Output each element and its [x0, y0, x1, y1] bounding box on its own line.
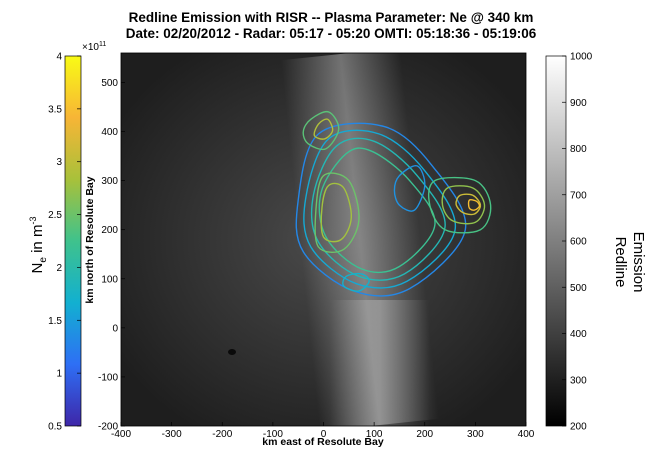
- emission-tick-label: 1000: [570, 52, 593, 63]
- y-axis-ticks: -200 -100 0 100 200 300 400 500: [98, 78, 125, 433]
- image-artifact: [228, 349, 236, 355]
- contour-line: [303, 129, 456, 289]
- y-tick-label: -100: [98, 372, 118, 383]
- x-tick-label: -100: [263, 429, 283, 440]
- emission-tick-label: 900: [570, 98, 587, 109]
- y-tick-label: -200: [98, 422, 118, 433]
- emission-tick-label: 700: [570, 190, 587, 201]
- emission-colorbar-label-line2: Emission: [630, 232, 647, 293]
- ne-tick-label: 3.5: [48, 104, 62, 115]
- ne-colorbar: [64, 55, 82, 427]
- contour-line: [320, 182, 353, 243]
- emission-colorbar-ticks: 200 300 400 500 600 700 800 900 1000: [562, 52, 593, 433]
- ne-tick-label: 3: [56, 157, 62, 168]
- ne-colorbar-label: Ne in m-3: [28, 217, 49, 274]
- y-tick-label: 500: [101, 78, 118, 89]
- ne-tick-label: 1: [56, 369, 62, 380]
- ne-colorbar-multiplier-exponent: 11: [99, 41, 106, 48]
- emission-tick-label: 400: [570, 329, 587, 340]
- contour-line: [342, 272, 370, 292]
- contour-line: [310, 137, 446, 281]
- emission-tick-label: 600: [570, 237, 587, 248]
- contour-line: [318, 147, 436, 274]
- x-tick-label: 300: [467, 429, 484, 440]
- emission-tick-label: 300: [570, 375, 587, 386]
- x-tick-label: 400: [518, 429, 535, 440]
- x-axis-label: km east of Resolute Bay: [262, 436, 384, 448]
- y-tick-label: 200: [101, 225, 118, 236]
- x-tick-label: 0: [321, 429, 327, 440]
- ne-colorbar-label-subscript: e: [38, 257, 49, 263]
- chart-title-line2: Date: 02/20/2012 - Radar: 05:17 - 05:20 …: [126, 26, 537, 41]
- emission-tick-label: 800: [570, 144, 587, 155]
- emission-streak-bottom: [330, 300, 430, 426]
- contour-line: [313, 118, 334, 140]
- x-tick-label: 100: [366, 429, 383, 440]
- ne-colorbar-label-superscript: -3: [28, 217, 38, 225]
- emission-colorbar-label-line1: Redline: [612, 237, 629, 288]
- y-tick-label: 300: [101, 176, 118, 187]
- y-axis-label: km north of Resolute Bay: [84, 176, 96, 303]
- contour-line: [393, 164, 426, 212]
- plot-area: [121, 53, 526, 426]
- ne-tick-label: 2: [56, 263, 62, 274]
- contour-line: [455, 193, 482, 216]
- y-tick-label: 100: [101, 274, 118, 285]
- x-tick-label: -400: [111, 429, 131, 440]
- chart-title-line1: Redline Emission with RISR -- Plasma Par…: [129, 10, 534, 25]
- y-tick-label: 400: [101, 127, 118, 138]
- emission-tick-label: 500: [570, 283, 587, 294]
- ne-tick-label: 2.5: [48, 210, 62, 221]
- x-tick-label: 200: [416, 429, 433, 440]
- emission-tick-label: 200: [570, 422, 587, 433]
- contour-line: [314, 172, 360, 253]
- y-tick-label: 0: [112, 323, 118, 334]
- x-axis-ticks: -400 -300 -200 -100 0 100 200 300 400: [111, 422, 535, 440]
- ne-colorbar-ticks: 0.5 1 1.5 2 2.5 3 3.5 4: [48, 52, 81, 433]
- x-tick-label: -300: [162, 429, 182, 440]
- contour-line: [295, 122, 467, 297]
- ne-tick-label: 4: [56, 52, 62, 63]
- ne-tick-label: 0.5: [48, 422, 62, 433]
- contour-line: [302, 110, 340, 151]
- x-tick-label: -200: [212, 429, 232, 440]
- contour-line: [427, 176, 492, 234]
- contour-line: [441, 185, 486, 225]
- contour-lines: [295, 110, 492, 297]
- ne-colorbar-multiplier: ×1011: [82, 41, 106, 53]
- contour-line: [467, 199, 481, 211]
- ne-tick-label: 1.5: [48, 316, 62, 327]
